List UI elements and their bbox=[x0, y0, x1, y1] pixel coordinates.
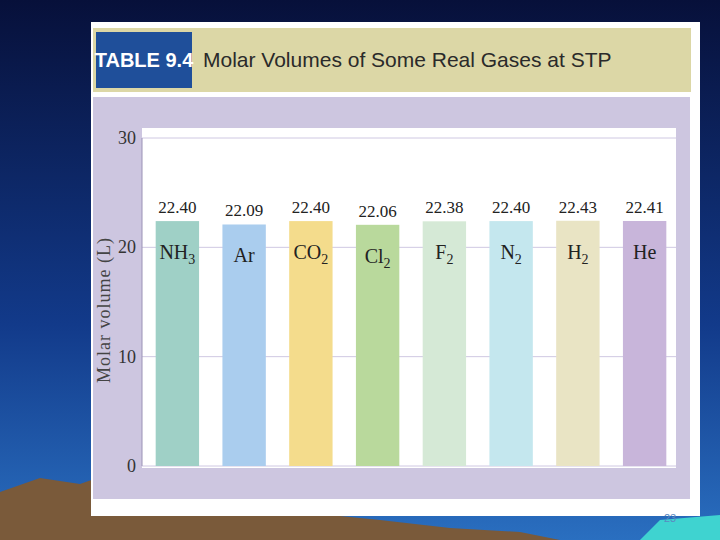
y-tick-label: 0 bbox=[127, 456, 136, 476]
data-label: 22.41 bbox=[626, 198, 664, 217]
bars bbox=[156, 221, 667, 466]
bar bbox=[556, 221, 599, 466]
y-tick-label: 30 bbox=[118, 128, 136, 148]
category-label: Ar bbox=[234, 244, 255, 266]
y-axis-title: Molar volume (L) bbox=[94, 237, 115, 383]
bar bbox=[423, 221, 466, 466]
y-axis bbox=[142, 138, 143, 466]
bar bbox=[356, 225, 399, 466]
slide: TABLE 9.4 Molar Volumes of Some Real Gase… bbox=[0, 0, 720, 540]
chart-frame bbox=[93, 97, 690, 499]
header-band bbox=[93, 28, 691, 92]
data-label: 22.40 bbox=[292, 198, 330, 217]
grid-line bbox=[142, 138, 676, 139]
bar bbox=[489, 221, 532, 466]
category-label: He bbox=[633, 241, 656, 263]
bar bbox=[623, 221, 666, 466]
data-label: 22.43 bbox=[559, 198, 597, 217]
page-number: 23 bbox=[664, 512, 676, 524]
background bbox=[0, 0, 720, 540]
panel bbox=[91, 22, 700, 516]
plot-area bbox=[142, 128, 676, 468]
category-label: N2 bbox=[500, 241, 521, 267]
data-label: 22.40 bbox=[158, 198, 196, 217]
data-label: 22.40 bbox=[492, 198, 530, 217]
y-tick-label: 20 bbox=[118, 237, 136, 257]
title: Molar Volumes of Some Real Gases at STP bbox=[203, 48, 612, 71]
data-label: 22.38 bbox=[425, 198, 463, 217]
bar bbox=[289, 221, 332, 466]
category-label: Cl2 bbox=[365, 245, 391, 271]
category-label: H2 bbox=[567, 241, 588, 267]
data-label: 22.09 bbox=[225, 201, 263, 220]
y-tick-label: 10 bbox=[118, 347, 136, 367]
bar bbox=[156, 221, 199, 466]
category-label: CO2 bbox=[293, 241, 328, 267]
sea bbox=[640, 515, 720, 540]
table-label: TABLE 9.4 bbox=[95, 49, 194, 71]
bar bbox=[222, 224, 265, 466]
category-label: F2 bbox=[435, 241, 453, 267]
data-label: 22.06 bbox=[359, 202, 397, 221]
category-label: NH3 bbox=[159, 241, 195, 267]
